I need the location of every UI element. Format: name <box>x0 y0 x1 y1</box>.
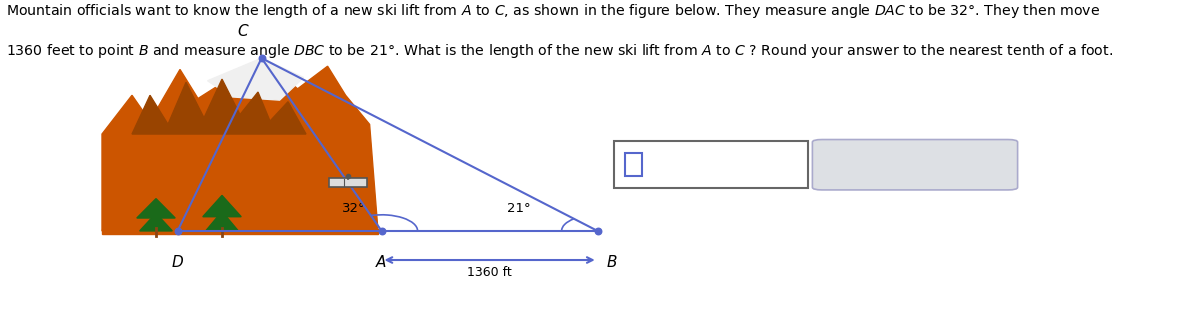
Polygon shape <box>205 212 239 231</box>
FancyBboxPatch shape <box>812 140 1018 190</box>
Point <box>168 228 187 234</box>
Text: ×: × <box>846 156 862 174</box>
Point <box>252 56 271 61</box>
Text: 1360 ft: 1360 ft <box>467 266 512 279</box>
Text: 1360 feet to point $B$ and measure angle $DBC$ to be 21°. What is the length of : 1360 feet to point $B$ and measure angle… <box>6 42 1114 60</box>
Polygon shape <box>203 195 241 217</box>
FancyBboxPatch shape <box>614 141 808 188</box>
Text: $A$: $A$ <box>376 254 388 270</box>
Polygon shape <box>139 213 173 231</box>
Text: ?: ? <box>972 156 982 174</box>
FancyBboxPatch shape <box>329 178 367 187</box>
Polygon shape <box>132 79 306 134</box>
Text: $B$: $B$ <box>606 254 618 270</box>
Point <box>372 228 391 234</box>
Text: feet: feet <box>652 157 682 172</box>
Text: Mountain officials want to know the length of a new ski lift from $A$ to $C$, as: Mountain officials want to know the leng… <box>6 2 1100 20</box>
Text: $C$: $C$ <box>238 23 250 39</box>
Polygon shape <box>102 229 378 234</box>
Polygon shape <box>208 58 304 100</box>
Polygon shape <box>137 199 175 218</box>
Text: 32°: 32° <box>342 202 366 215</box>
Polygon shape <box>102 58 378 231</box>
Text: 21°: 21° <box>506 202 530 215</box>
Text: $D$: $D$ <box>172 254 184 270</box>
Point <box>588 228 607 234</box>
Text: ↺: ↺ <box>907 156 923 174</box>
FancyBboxPatch shape <box>625 153 642 176</box>
